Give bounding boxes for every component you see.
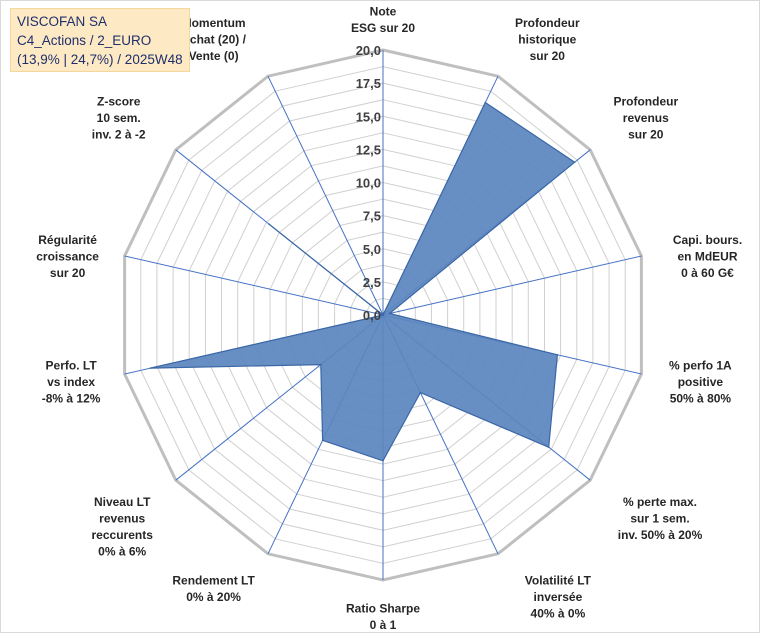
radar-axis-label-line: Momentum [182,16,246,30]
radar-axis-label-line: revenus [99,511,145,525]
radar-tick-labels: 0,0 2,5 5,0 7,5 10,0 12,5 15,0 17,5 20,0 [356,43,381,323]
radar-axis-label-line: vs index [47,375,95,389]
radar-tick-label: 12,5 [356,142,381,157]
radar-series-area [150,101,576,462]
radar-axis-label-line: revenus [623,111,669,125]
radar-data-point [268,223,270,225]
radar-axis-label-line: 0% à 6% [98,544,146,558]
radar-tick-label: 17,5 [356,76,381,91]
radar-spoke [124,255,384,316]
radar-axis-label-line: Profondeur [515,16,580,30]
radar-axis-label-line: Ratio Sharpe [346,602,420,616]
radar-data-point [419,391,422,394]
radar-axis-label-line: 0 à 1 [370,618,397,632]
radar-tick-label: 20,0 [356,43,381,58]
radar-axis-label-line: Niveau LT [94,495,151,509]
title-company: VISCOFAN SA [17,14,108,29]
radar-axis-label-line: Z-score [97,95,141,109]
radar-axis-label-line: 0% à 20% [186,590,241,604]
radar-axis-label-line: sur 20 [628,128,664,142]
radar-axis-label-line: -8% à 12% [42,392,101,406]
title-category: C4_Actions / 2_EURO [17,33,152,48]
radar-spoke [267,75,384,316]
radar-axis-label-line: Note [370,5,397,19]
radar-tick-label: 15,0 [356,109,381,124]
radar-axis-label-line: inv. 50% à 20% [618,528,703,542]
radar-axis-label-line: Volatilité LT [525,574,592,588]
radar-tick-label: 7,5 [363,209,381,224]
radar-axis-label-line: 0 à 60 G€ [681,266,734,280]
radar-axis-label-line: 50% à 80% [670,392,732,406]
radar-axis-label-line: Capi. bours. [673,233,742,247]
radar-axis-label: Rendement LT 0% à 20% [172,574,255,605]
radar-axis-label-line: Rendement LT [172,574,255,588]
radar-axis-label-line: % perte max. [623,495,697,509]
radar-axis-label-line: en MdEUR [678,249,738,263]
radar-axis-label: Note ESG sur 20 [351,5,415,36]
radar-data-point [382,460,384,462]
radar-axis-label-line: Profondeur [613,95,678,109]
radar-data-point [320,363,322,366]
radar-axis-label-line: Régularité [38,233,97,247]
radar-axis-label: Perfo. LT vs index -8% à 12% [42,359,101,406]
radar-axis-label-line: sur 20 [530,49,566,63]
radar-axis-label-line: sur 1 sem. [630,511,689,525]
radar-axis-label: Capi. bours. en MdEUR 0 à 60 G€ [673,233,742,280]
radar-axis-label-line: historique [518,33,576,47]
title-box: VISCOFAN SA C4_Actions / 2_EURO (13,9% |… [10,8,190,72]
radar-axis-label-line: sur 20 [50,266,86,280]
radar-axis-label: % perte max. sur 1 sem. inv. 50% à 20% [618,495,703,542]
radar-axis-label: % perfo 1A positive 50% à 80% [669,359,732,406]
radar-axis-label-line: inversée [534,590,583,604]
radar-data-point [547,446,550,449]
radar-tick-label: 0,0 [363,308,381,323]
radar-data-point [388,312,391,315]
radar-axis-label-line: Perfo. LT [46,359,98,373]
radar-data-point [556,354,559,356]
radar-axis-label: Volatilité LT inversée 40% à 0% [525,574,592,621]
radar-axis-label: Z-score 10 sem. inv. 2 à -2 [92,95,146,142]
radar-axis-label-line: inv. 2 à -2 [92,128,146,142]
radar-axis-label-line: Vente (0) [189,49,239,63]
radar-data-point [382,314,384,316]
radar-axis-label: Profondeur historique sur 20 [515,16,580,63]
radar-data-point [484,101,487,104]
radar-data-point [573,161,576,163]
radar-axis-label: Momentum Achat (20) / Vente (0) [181,16,246,63]
radar-series [149,101,576,462]
radar-axis-label: Niveau LT revenus reccurents 0% à 6% [92,495,154,559]
radar-axis-label-line: ESG sur 20 [351,21,415,35]
radar-tick-label: 2,5 [363,275,381,290]
radar-data-point [149,367,152,369]
radar-axis-label-line: croissance [36,249,99,263]
radar-axis-label-line: reccurents [92,528,154,542]
radar-axis-label-line: 40% à 0% [531,607,586,621]
radar-axis-label: Profondeur revenus sur 20 [613,95,678,142]
radar-axis-label-line: 10 sem. [97,111,141,125]
title-stats: (13,9% | 24,7%) / 2025W48 [17,52,183,67]
radar-tick-label: 5,0 [363,242,381,257]
radar-data-point [321,439,324,442]
radar-axis-label: Ratio Sharpe 0 à 1 [346,602,420,633]
radar-spoke [382,255,642,316]
radar-tick-label: 10,0 [356,176,381,191]
radar-axis-label: Régularité croissance sur 20 [36,233,99,280]
radar-axis-labels: Note ESG sur 20 Profondeur historique sur 20… [36,5,742,633]
radar-axis-label-line: positive [678,375,724,389]
radar-axis-label-line: Achat (20) / [181,33,246,47]
radar-axis-label-line: % perfo 1A [669,359,732,373]
